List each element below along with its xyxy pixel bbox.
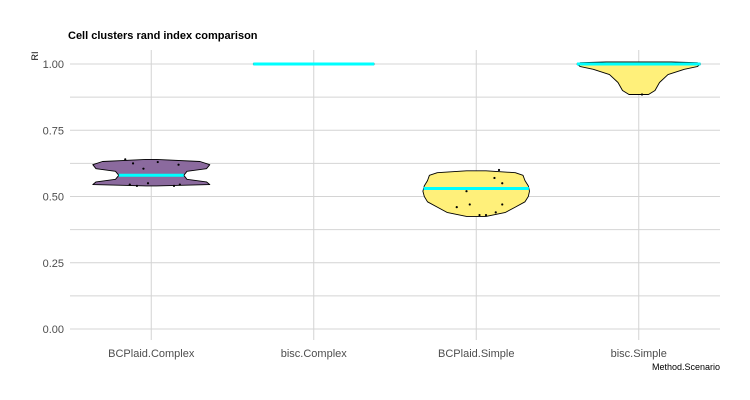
data-point [135,184,139,187]
violin-group [576,61,701,96]
y-tick-label: 1.00 [43,59,64,71]
violin-shape [422,170,530,217]
y-axis-label: RI [30,52,40,61]
data-point [131,162,135,165]
data-point [493,176,496,180]
data-point [455,206,458,209]
data-point [468,203,471,206]
data-point [478,213,481,217]
data-point [128,183,131,186]
data-point [172,184,176,187]
data-point [177,163,180,166]
violin-group [92,158,211,187]
data-point [124,158,127,161]
data-point [484,213,488,217]
data-point [178,183,181,186]
data-point [501,203,504,206]
grid-lines [70,50,720,340]
data-point [494,211,497,214]
x-axis-label: Method.Scenario [652,362,720,372]
data-point [640,93,644,96]
y-tick-label: 0.75 [43,125,64,137]
data-point [501,182,504,185]
x-tick-label: bisc.Simple [611,348,667,360]
chart-title: Cell clusters rand index comparison [68,30,258,42]
y-tick-label: 0.50 [43,192,64,204]
violin-group [252,62,375,66]
data-point [146,182,150,185]
violin-shape [92,158,211,187]
violin-group [422,168,530,217]
data-point [497,168,501,172]
data-point [156,160,159,164]
x-tick-label: bisc.Complex [281,348,348,360]
violins [92,61,701,217]
data-point [142,167,145,170]
y-tick-label: 0.25 [43,258,64,270]
x-axis-ticks: BCPlaid.Complex bisc.Complex BCPlaid.Simpl… [108,348,667,360]
data-point [465,190,468,193]
x-tick-label: BCPlaid.Complex [108,348,195,360]
y-tick-label: 0.00 [43,324,64,336]
violin-shape [576,61,701,95]
x-tick-label: BCPlaid.Simple [438,348,514,360]
y-axis-ticks: 0.00 0.25 0.50 0.75 1.00 [43,59,64,336]
